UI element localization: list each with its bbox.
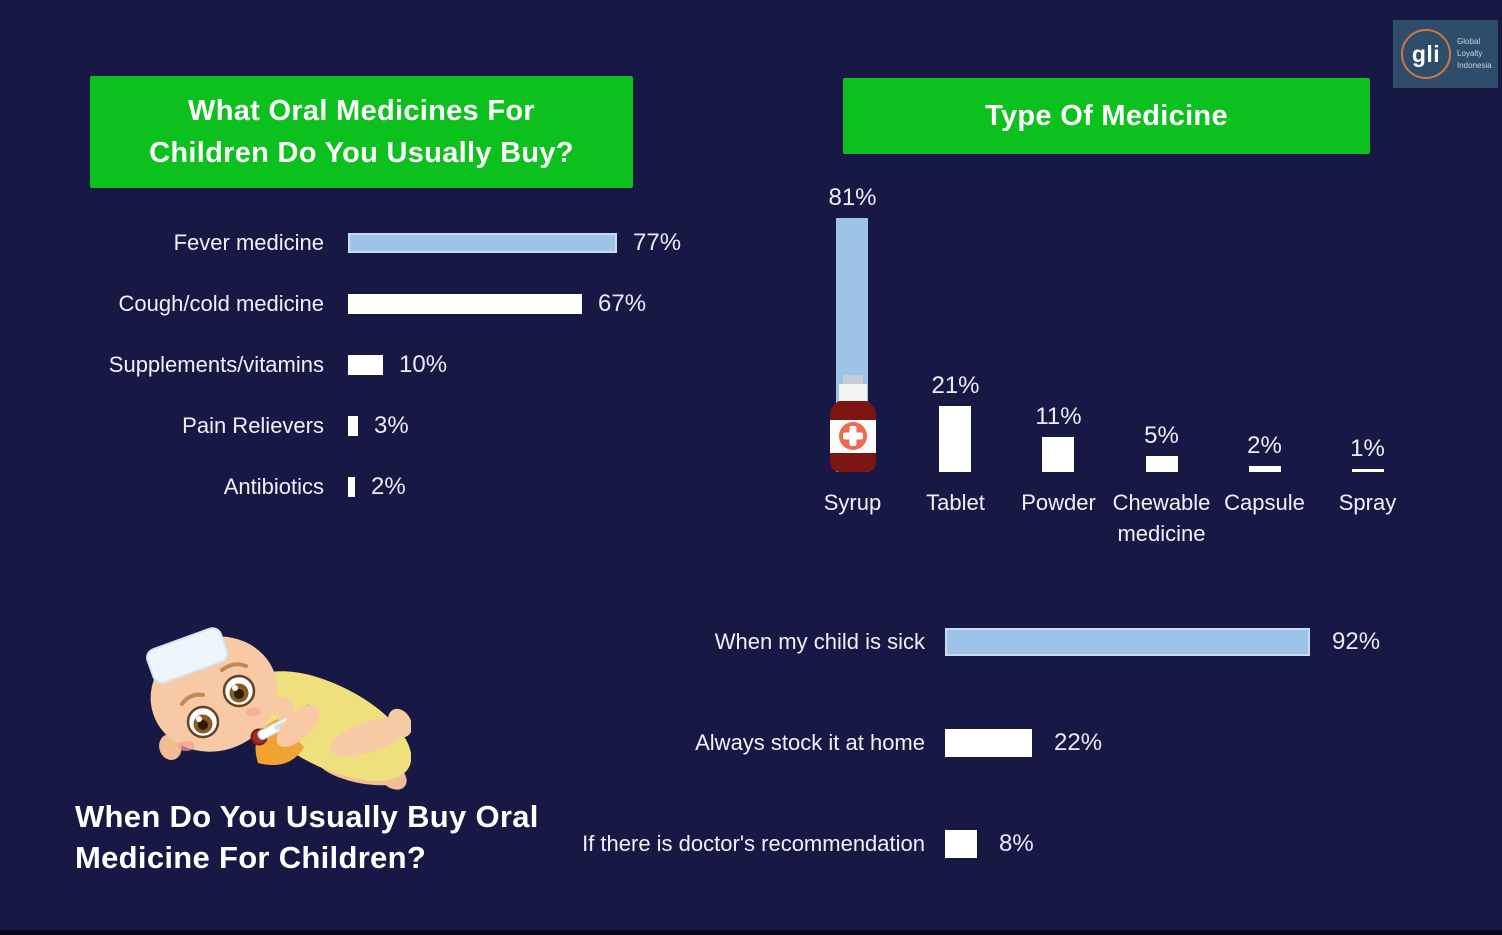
bar-category-label: Pain Relievers [182, 412, 324, 438]
bar-column: 1% Spray [1316, 178, 1419, 550]
bar-category-label: Always stock it at home [695, 729, 925, 755]
bar-value-label: 22% [1054, 728, 1103, 756]
bar-category-label: If there is doctor's recommendation [582, 830, 925, 856]
type-of-medicine-title-box: Type Of Medicine [843, 78, 1370, 154]
bar-value-label: 10% [399, 350, 448, 378]
bar [1248, 466, 1281, 472]
bar-row: If there is doctor's recommendation 8% [570, 793, 1380, 894]
bar-area: 1% [1350, 178, 1385, 472]
bar-category-label: Spray [1338, 490, 1397, 515]
bar-category-label: Tablet [926, 490, 985, 515]
bar-value-label: 2% [1247, 432, 1282, 459]
when-buy-chart: When my child is sick 92% Always stock it … [570, 591, 1380, 894]
bar-value-label: 5% [1144, 422, 1179, 449]
when-buy-title: When Do You Usually Buy Oral Medicine Fo… [75, 799, 539, 875]
bar-area: 21% [931, 178, 980, 472]
bar-value-label: 3% [374, 411, 409, 439]
oral-medicines-title: What Oral Medicines For Children Do You … [149, 94, 574, 169]
bar-row: Pain Relievers 3% [62, 395, 681, 456]
bar-column: 21% Tablet [904, 178, 1007, 550]
bar-value-label: 21% [931, 372, 980, 399]
bar-value-label: 11% [1035, 403, 1082, 430]
bar-category-label: When my child is sick [714, 628, 925, 654]
gli-logo-ring-icon: gli [1401, 29, 1451, 79]
syrup-bottle-icon [830, 375, 876, 472]
bar [348, 354, 383, 375]
bar-value-label: 8% [999, 829, 1034, 857]
bar-column: 81% Syrup [801, 178, 904, 550]
bar-category-label: Fever medicine [173, 229, 324, 255]
bar-row: When my child is sick 92% [570, 591, 1380, 692]
bar-value-label: 92% [1332, 627, 1381, 655]
bar [939, 406, 972, 472]
bar-column: 11% Powder [1007, 178, 1110, 550]
gli-logo-subtext: Global Loyalty Indonesia [1457, 37, 1492, 70]
bar-value-label: 77% [633, 228, 682, 256]
bar [348, 476, 355, 497]
bar-value-label: 67% [598, 289, 647, 317]
bar-row: Antibiotics 2% [62, 456, 681, 517]
bar [348, 232, 617, 253]
bar [945, 627, 1310, 656]
type-of-medicine-title: Type Of Medicine [985, 99, 1228, 132]
bar [1351, 469, 1384, 472]
bar-row: Always stock it at home 22% [570, 692, 1380, 793]
bar-value-label: 81% [828, 184, 877, 211]
bar [945, 829, 977, 858]
bar-category-label: Powder [1021, 490, 1096, 515]
oral-medicines-title-box: What Oral Medicines For Children Do You … [90, 76, 633, 188]
gli-logo: gli Global Loyalty Indonesia [1393, 20, 1498, 88]
bar [1145, 456, 1178, 472]
bar-column: 5% Chewable medicine [1110, 178, 1213, 550]
bar-row: Cough/cold medicine 67% [62, 273, 681, 334]
bar-column: 2% Capsule [1213, 178, 1316, 550]
bar [348, 293, 582, 314]
bar-area: 11% [1035, 178, 1082, 472]
slide-bottom-edge [0, 930, 1502, 935]
oral-medicines-chart: Fever medicine 77% Cough/cold medicine 67% S… [62, 212, 681, 517]
type-of-medicine-chart: 81% Syrup 21% Tablet 11% Powder 5% Chewable med… [801, 178, 1419, 550]
bar-area: 5% [1144, 178, 1179, 472]
bar-category-label: Cough/cold medicine [118, 290, 324, 316]
bar-value-label: 2% [371, 472, 406, 500]
bar-category-label: Capsule [1224, 490, 1305, 515]
bar-value-label: 1% [1350, 435, 1385, 462]
bar-category-label: Antibiotics [223, 473, 324, 499]
bar-category-label: Syrup [823, 490, 882, 515]
sick-baby-illustration [146, 627, 411, 790]
bar-row: Supplements/vitamins 10% [62, 334, 681, 395]
bar [945, 728, 1032, 757]
bar-area: 2% [1247, 178, 1282, 472]
bar-category-label: Supplements/vitamins [108, 351, 324, 377]
bar [348, 415, 358, 436]
bar-row: Fever medicine 77% [62, 212, 681, 273]
bar [1042, 437, 1075, 472]
bar-category-label: Chewable medicine [1112, 490, 1211, 546]
gli-logo-text: gli [1411, 40, 1441, 67]
